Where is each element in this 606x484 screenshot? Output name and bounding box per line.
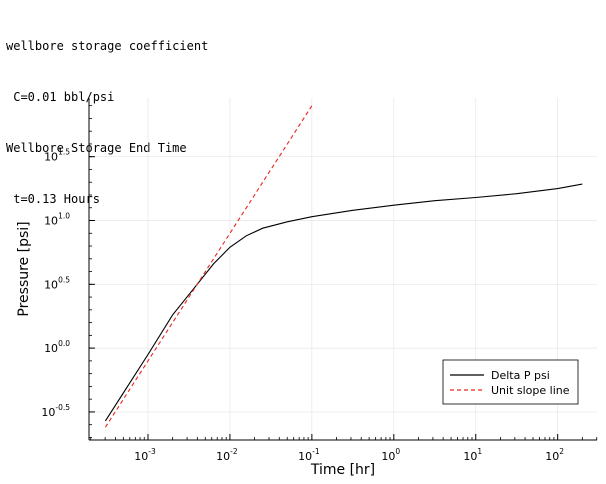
legend-box <box>442 359 579 405</box>
x-tick-label: 10-2 <box>216 447 238 463</box>
x-ticks: 10-3 10-2 10-1 100 101 102 <box>90 434 598 463</box>
series-line-unit-slope <box>104 105 313 428</box>
x-tick-label: 102 <box>545 447 564 463</box>
x-axis-title: Time [hr] <box>310 462 375 478</box>
y-tick-label: 100.5 <box>44 275 70 291</box>
legend-label-unit-slope: Unit slope line <box>491 384 570 397</box>
header-line-3: Wellbore Storage End Time <box>6 141 187 155</box>
series-group <box>104 105 583 428</box>
header-line-4: t=0.13 Hours <box>6 192 100 206</box>
y-tick-label: 101.5 <box>44 148 70 164</box>
series-line-delta-p <box>104 183 583 422</box>
legend: Delta P psi Unit slope line <box>442 359 579 405</box>
x-tick-label: 10-3 <box>134 447 156 463</box>
y-tick-label: 101.0 <box>44 212 70 228</box>
y-tick-label: 10-0.5 <box>41 403 70 419</box>
x-tick-label: 10-1 <box>298 447 320 463</box>
legend-label-delta-p: Delta P psi <box>491 369 550 382</box>
axes <box>88 98 597 441</box>
y-ticks: 10-0.5 100.0 100.5 101.0 101.5 <box>41 105 95 438</box>
y-axis-title: Pressure [psi] <box>16 221 32 316</box>
x-tick-label: 101 <box>463 447 482 463</box>
plot-header: wellbore storage coefficient C=0.01 bbl/… <box>6 4 208 225</box>
header-line-2: C=0.01 bbl/psi <box>6 90 115 104</box>
y-tick-label: 100.0 <box>44 339 70 355</box>
x-tick-label: 100 <box>381 447 400 463</box>
header-line-1: wellbore storage coefficient <box>6 39 209 53</box>
